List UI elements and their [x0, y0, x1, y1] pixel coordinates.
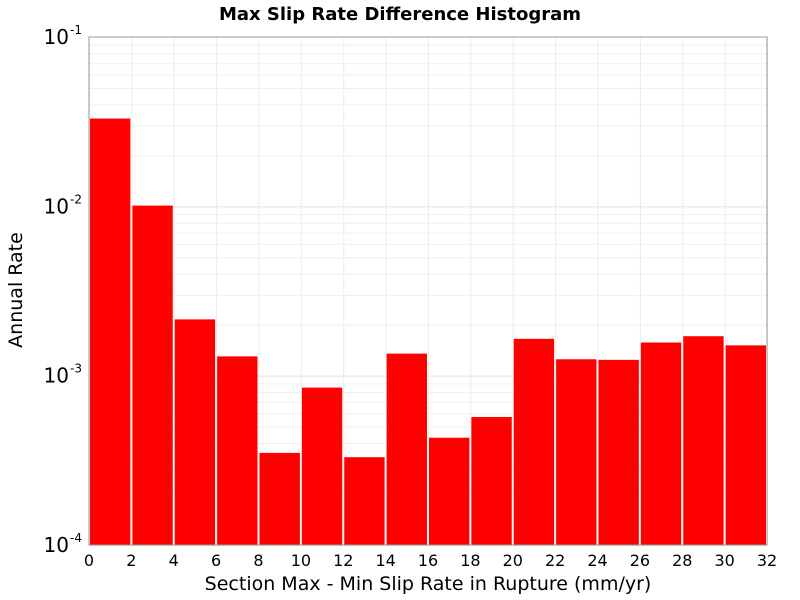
plot-area-border — [88, 36, 768, 546]
x-tick-label: 22 — [545, 551, 565, 570]
y-tick-base: 10 — [44, 364, 69, 388]
histogram-bar — [556, 359, 597, 545]
histogram-bar — [598, 359, 639, 545]
y-tick-exponent: -3 — [70, 362, 82, 376]
x-axis-label: Section Max - Min Slip Rate in Rupture (… — [205, 573, 652, 595]
histogram-bar — [217, 356, 258, 545]
y-axis-label: Annual Rate — [5, 232, 27, 348]
x-tick-label: 24 — [587, 551, 607, 570]
x-tick-label: 28 — [672, 551, 692, 570]
x-tick-label: 16 — [418, 551, 438, 570]
y-tick-label: 10 — [44, 25, 69, 49]
y-tick-label: 10 — [44, 364, 69, 388]
histogram-bar — [344, 457, 385, 545]
histogram-bar — [301, 387, 343, 545]
histogram-bar — [259, 452, 300, 545]
y-tick-exponent: -2 — [70, 192, 82, 206]
histogram-bar — [386, 353, 427, 545]
y-tick-base: 10 — [44, 25, 69, 49]
x-tick-label: 14 — [375, 551, 395, 570]
histogram-bar — [90, 118, 131, 545]
x-tick-label: 30 — [714, 551, 734, 570]
x-tick-label: 32 — [757, 551, 777, 570]
x-tick-label: 2 — [126, 551, 136, 570]
x-tick-label: 0 — [84, 551, 94, 570]
x-tick-label: 20 — [503, 551, 523, 570]
histogram-bar — [640, 342, 682, 545]
histogram-bar — [429, 437, 470, 545]
y-axis-ticks: 10-410-310-210-1 — [44, 23, 82, 557]
y-tick-base: 10 — [44, 194, 69, 218]
x-tick-label: 26 — [630, 551, 650, 570]
x-tick-label: 10 — [291, 551, 311, 570]
y-tick-base: 10 — [44, 533, 69, 557]
x-axis-ticks: 0 2 4 6 8 10 12 14 16 18 20 22 24 26 28 30 32 — [84, 551, 777, 570]
x-tick-label: 6 — [211, 551, 221, 570]
x-tick-label: 8 — [253, 551, 263, 570]
bars — [90, 118, 766, 546]
histogram-bar — [683, 336, 724, 545]
x-tick-label: 4 — [169, 551, 179, 570]
y-tick-label: 10 — [44, 533, 69, 557]
histogram-bar — [725, 345, 766, 545]
x-tick-label: 18 — [460, 551, 480, 570]
y-tick-exponent: -4 — [70, 531, 82, 545]
histogram-bar — [174, 319, 216, 545]
y-tick-exponent: -1 — [70, 23, 82, 37]
histogram-bar — [132, 205, 173, 546]
x-tick-label: 12 — [333, 551, 353, 570]
y-tick-label: 10 — [44, 194, 69, 218]
histogram-bar — [513, 338, 555, 545]
histogram-bar — [471, 417, 512, 545]
chart-title: Max Slip Rate Difference Histogram — [219, 4, 581, 25]
